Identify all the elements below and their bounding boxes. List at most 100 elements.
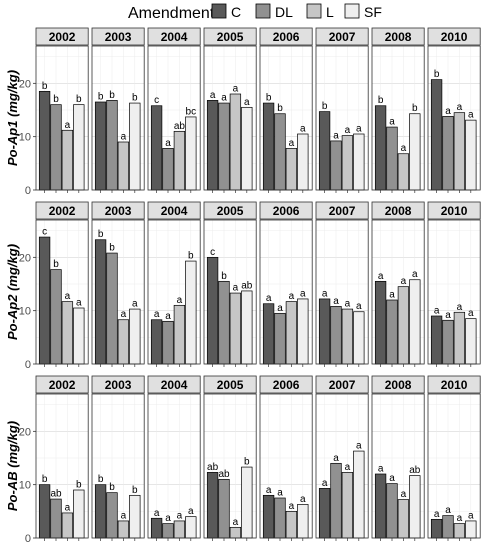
bar-letter-label: b: [53, 259, 59, 270]
bar-dl: [442, 515, 454, 539]
strip-label: 2007: [329, 204, 356, 218]
bar-letter-label: a: [322, 478, 328, 489]
bar-sf: [73, 489, 85, 539]
bar-l: [341, 472, 354, 539]
strip-label: 2010: [441, 30, 468, 44]
bar-sf: [73, 307, 85, 365]
strip: [91, 27, 145, 46]
bar-letter-label: b: [109, 482, 115, 493]
bar-l: [453, 112, 466, 191]
bar-l: [173, 130, 186, 191]
bar-sf: [185, 260, 197, 365]
strip: [371, 375, 425, 394]
bar-letter-label: a: [389, 290, 395, 301]
strip-label: 2003: [105, 378, 132, 392]
y-tick-label: 20: [19, 426, 31, 438]
bar-dl: [442, 319, 454, 365]
strip: [147, 201, 201, 220]
bar-letter-label: a: [389, 117, 395, 128]
strip-label: 2004: [161, 378, 188, 392]
bar-letter-label: a: [378, 271, 384, 282]
y-tick-label: 10: [19, 132, 31, 144]
strip-label: 2008: [385, 30, 412, 44]
panel-border: [203, 219, 257, 365]
bar-letter-label: b: [76, 480, 82, 491]
bar-c: [150, 319, 163, 365]
panel-2006: 2006 bb aa: [259, 27, 313, 193]
bar-letter-label: b: [98, 229, 104, 240]
bar-letter-label: b: [188, 251, 194, 262]
bar-letter-label: a: [333, 296, 339, 307]
bar-sf: [409, 475, 421, 539]
bar-l: [285, 301, 298, 365]
strip-label: 2005: [217, 204, 244, 218]
bar-letter-label: ab: [207, 462, 219, 473]
bar-dl: [218, 478, 230, 539]
row-3: Po-AB (mg/kg)010202002babab2003bbab2004a…: [5, 375, 481, 545]
bar-sf: [353, 311, 365, 365]
y-tick-label: 10: [19, 480, 31, 492]
bar-sf: [129, 308, 141, 365]
bar-letter-label: a: [289, 501, 295, 512]
bar-dl: [386, 483, 398, 539]
bar-letter-label: a: [434, 509, 440, 520]
bar-c: [374, 280, 387, 365]
panel-border: [371, 393, 425, 539]
panel-border: [259, 45, 313, 191]
bar-letter-label: a: [356, 441, 362, 452]
strip: [203, 27, 257, 46]
bar-l: [61, 301, 74, 365]
bar-letter-label: a: [277, 488, 283, 499]
bar-letter-label: a: [300, 494, 306, 505]
legend-label-l: L: [326, 4, 334, 20]
legend-label-sf: SF: [364, 4, 382, 20]
bar-letter-label: bc: [186, 106, 197, 117]
strip: [147, 27, 201, 46]
bar-sf: [297, 504, 309, 539]
bar-letter-label: a: [233, 517, 239, 528]
bar-c: [38, 236, 51, 365]
bar-letter-label: a: [412, 269, 418, 280]
bar-dl: [274, 113, 286, 191]
y-tick-label: 0: [25, 533, 31, 545]
bar-letter-label: a: [356, 301, 362, 312]
panel-border: [35, 45, 89, 191]
bar-letter-label: a: [468, 510, 474, 521]
panel-border: [315, 219, 369, 365]
bar-sf: [353, 133, 365, 191]
bar-letter-label: a: [401, 489, 407, 500]
panel-border: [315, 45, 369, 191]
y-tick-label: 20: [19, 78, 31, 90]
bar-dl: [330, 462, 342, 539]
panel-border: [203, 393, 257, 539]
bar-c: [430, 315, 443, 365]
strip: [203, 375, 257, 394]
bar-c: [94, 101, 107, 191]
row-2: Po-Ap2 (mg/kg)010202002cbaa2003bbaa2004a…: [5, 201, 481, 371]
bar-letter-label: b: [132, 485, 138, 496]
panel-border: [91, 45, 145, 191]
bar-dl: [50, 269, 62, 365]
strip: [91, 375, 145, 394]
bar-letter-label: a: [401, 276, 407, 287]
bar-l: [117, 319, 130, 365]
bar-l: [285, 510, 298, 539]
bar-sf: [241, 290, 253, 365]
bar-sf: [409, 279, 421, 365]
bar-dl: [330, 306, 342, 365]
strip: [35, 375, 89, 394]
panel-border: [147, 393, 201, 539]
bar-letter-label: a: [177, 510, 183, 521]
strip-label: 2006: [273, 30, 300, 44]
strip: [259, 201, 313, 220]
bar-letter-label: b: [76, 94, 82, 105]
bar-letter-label: a: [322, 288, 328, 299]
